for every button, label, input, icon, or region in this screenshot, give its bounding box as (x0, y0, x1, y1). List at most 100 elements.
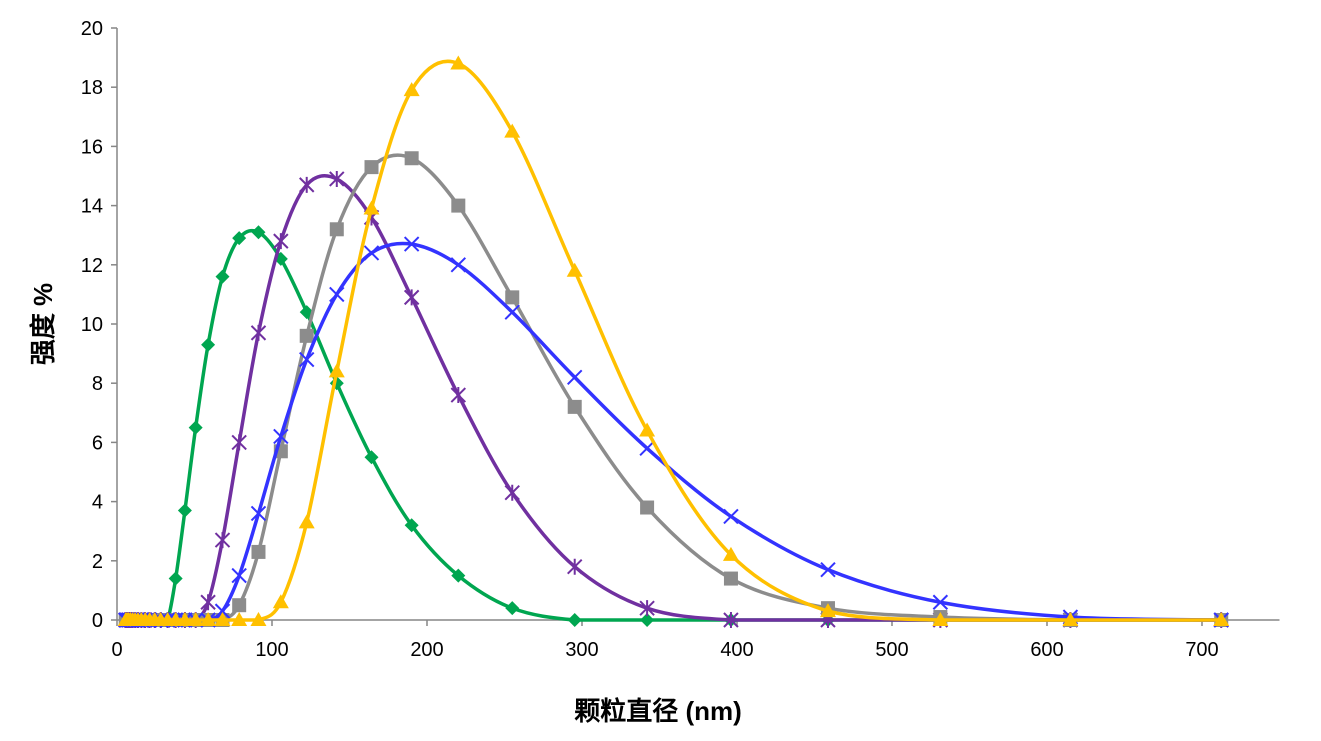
data-point (932, 612, 949, 626)
series-line (125, 241, 1222, 622)
data-point (214, 603, 231, 619)
data-point (450, 55, 467, 70)
data-point (231, 612, 248, 626)
data-point (504, 123, 521, 138)
series-line (125, 173, 1222, 622)
y-tick-label: 18 (81, 77, 103, 99)
data-point (567, 558, 583, 575)
data-point (250, 324, 267, 341)
data-point (567, 613, 582, 627)
data-point (250, 612, 267, 626)
y-tick-label: 4 (92, 492, 103, 514)
data-point (1062, 612, 1079, 626)
y-tick-label: 8 (92, 373, 103, 395)
data-point (299, 176, 315, 193)
data-point (640, 500, 655, 515)
data-point (231, 567, 247, 584)
data-point (364, 450, 379, 465)
x-tick-label: 300 (565, 639, 598, 661)
data-point (298, 514, 315, 529)
data-point (639, 440, 655, 457)
data-point (363, 200, 380, 215)
data-point (723, 508, 739, 525)
data-point (504, 304, 520, 320)
data-point (188, 420, 203, 435)
data-point (364, 160, 379, 175)
data-point (177, 503, 192, 518)
data-point (505, 290, 520, 305)
data-point (168, 571, 183, 586)
data-point (328, 363, 345, 378)
data-point (639, 422, 656, 437)
data-point (299, 351, 315, 368)
data-point (567, 369, 583, 385)
data-point (200, 612, 217, 626)
data-point (273, 428, 289, 445)
data-point (566, 262, 583, 277)
data-point (640, 613, 655, 627)
data-point (404, 518, 419, 533)
data-point (329, 286, 345, 303)
x-tick-label: 200 (410, 639, 443, 661)
series-star (117, 170, 1229, 628)
data-point (505, 601, 520, 616)
y-tick-label: 14 (81, 196, 103, 218)
data-point (251, 225, 266, 240)
data-point (231, 434, 247, 451)
data-point (819, 603, 836, 618)
data-point (214, 532, 231, 549)
data-point (250, 505, 267, 522)
data-point (403, 82, 420, 97)
x-axis-label: 颗粒直径 (nm) (574, 696, 742, 726)
data-point (187, 612, 204, 626)
series-triangle (117, 55, 1230, 626)
x-tick-label: 400 (720, 639, 753, 661)
series-square (118, 151, 1229, 627)
series-line (125, 153, 1222, 622)
data-point (214, 612, 231, 626)
data-point (451, 198, 466, 213)
data-point (200, 594, 216, 611)
data-point (450, 387, 467, 404)
y-axis-label: 强度 % (28, 283, 58, 365)
data-point (232, 231, 247, 246)
data-point (723, 571, 738, 586)
data-point (363, 245, 380, 261)
data-point (1213, 612, 1230, 626)
data-point (820, 561, 836, 578)
y-tick-label: 0 (92, 610, 103, 632)
x-tick-label: 0 (111, 639, 122, 661)
data-point (299, 328, 314, 343)
data-point (567, 399, 582, 414)
series-layer (117, 55, 1230, 628)
x-tick-label: 600 (1030, 639, 1063, 661)
y-tick-label: 10 (81, 314, 103, 336)
y-tick-label: 20 (81, 18, 103, 40)
x-tick-label: 500 (875, 639, 908, 661)
data-point (215, 269, 230, 284)
data-point (404, 151, 419, 166)
data-point (272, 594, 289, 609)
data-point (932, 594, 949, 610)
data-point (329, 222, 344, 237)
data-point (232, 598, 247, 613)
data-point (504, 484, 520, 501)
x-tick-label: 700 (1185, 639, 1218, 661)
series-line (125, 228, 1222, 622)
data-point (450, 257, 467, 273)
data-point (403, 236, 420, 252)
x-tick-label: 100 (255, 639, 288, 661)
data-point (201, 337, 216, 352)
data-point (639, 600, 655, 617)
y-tick-label: 6 (92, 432, 103, 454)
series-x (117, 236, 1229, 628)
data-point (251, 544, 266, 559)
data-point (723, 612, 739, 628)
y-tick-label: 16 (81, 136, 103, 158)
y-tick-label: 2 (92, 551, 103, 573)
data-point (403, 289, 420, 306)
y-tick-label: 12 (81, 255, 103, 277)
data-point (176, 612, 193, 626)
